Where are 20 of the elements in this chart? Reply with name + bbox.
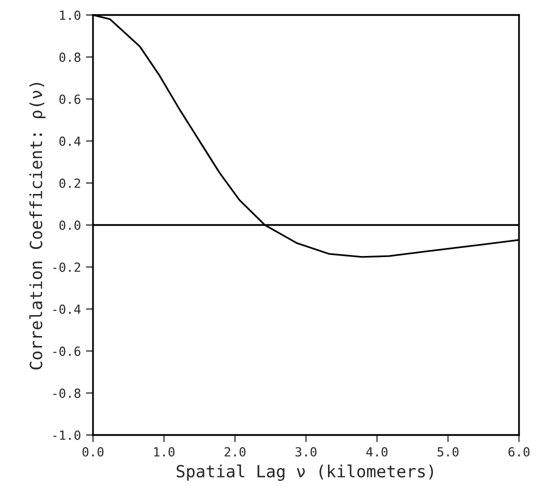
- y-tick-label: 0.4: [59, 136, 81, 146]
- y-tick-label: -0.2: [53, 262, 80, 272]
- x-tick-label: 3.0: [296, 447, 316, 457]
- y-axis-title: Correlation Coefficient: ρ(ν): [29, 82, 46, 370]
- y-tick-label: 0.0: [59, 220, 80, 230]
- y-tick-label: -0.8: [53, 388, 80, 398]
- x-tick-label: 6.0: [508, 447, 530, 457]
- x-tick-label: 2.0: [224, 447, 246, 457]
- y-tick-label: -1.0: [53, 430, 80, 440]
- x-tick-label: 1.0: [154, 447, 174, 457]
- x-tick-label: 5.0: [438, 447, 458, 457]
- x-tick-label: 4.0: [366, 447, 388, 457]
- y-tick-label: 0.8: [59, 52, 80, 62]
- x-axis-title: Spatial Lag ν (kilometers): [176, 464, 433, 481]
- x-tick-label: 0.0: [82, 447, 104, 457]
- y-tick-label: 0.2: [59, 178, 80, 188]
- y-tick-label: 0.6: [59, 94, 80, 104]
- y-tick-label: -0.4: [53, 304, 81, 314]
- y-tick-label: -0.6: [53, 346, 80, 356]
- y-tick-label: 1.0: [60, 10, 80, 20]
